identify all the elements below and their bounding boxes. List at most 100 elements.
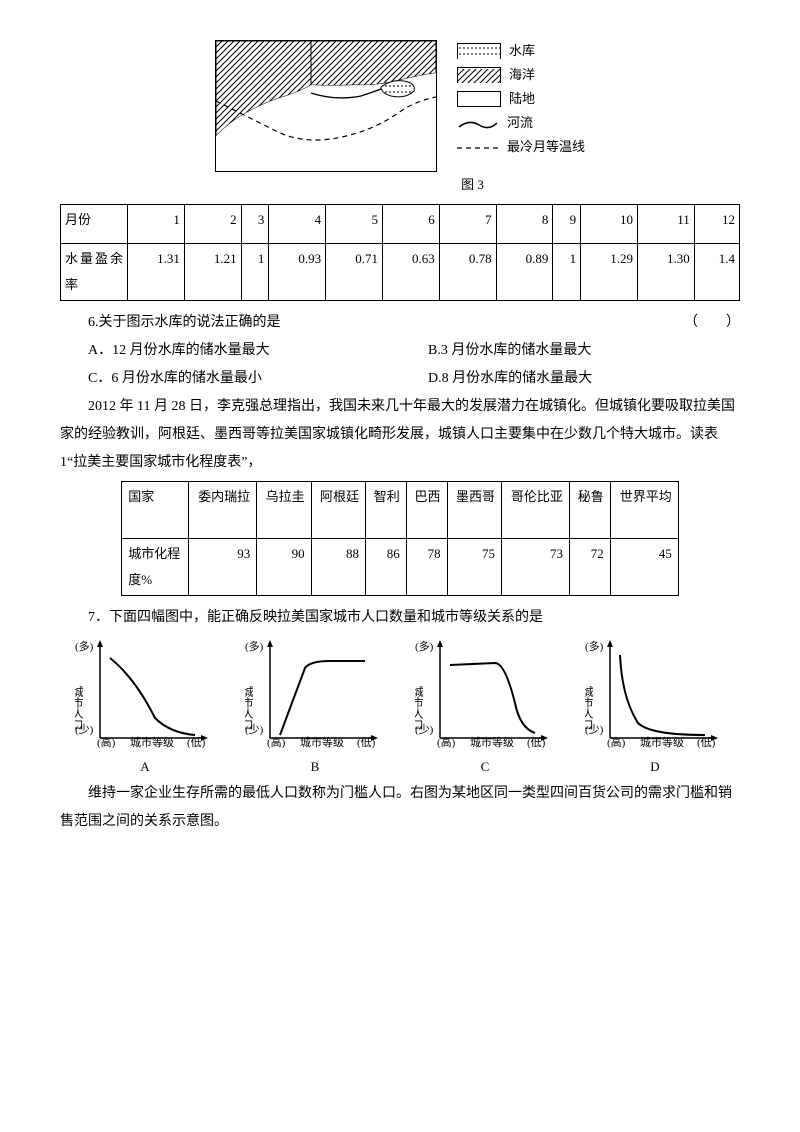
cell: 0.78 (439, 244, 496, 301)
chart-letter: A (75, 754, 215, 780)
map-section: 水库 海洋 陆地 河流 最冷月等温线 (60, 40, 740, 172)
cell: 1.31 (128, 244, 185, 301)
chart-svg: (多) 城市人口 (少) (高) 城市等级 (低) (585, 638, 725, 748)
cell: 0.71 (326, 244, 383, 301)
cell: 0.89 (496, 244, 553, 301)
map-svg (216, 41, 436, 171)
table-row-months: 月份 1 2 3 4 5 6 7 8 9 10 11 12 (61, 205, 740, 244)
curve (280, 661, 365, 735)
curve (450, 663, 535, 733)
cell: 秘鲁 (569, 482, 610, 539)
svg-text:(低): (低) (697, 736, 716, 748)
q6-optD: D.8 月份水库的储水量最大 (400, 365, 592, 393)
cell: 委内瑞拉 (189, 482, 257, 539)
q6-options: A．12 月份水库的储水量最大 B.3 月份水库的储水量最大 C．6 月份水库的… (60, 337, 740, 393)
reservoir-icon (457, 43, 501, 59)
cell: 0.63 (382, 244, 439, 301)
q6-optA: A．12 月份水库的储水量最大 (60, 337, 400, 365)
cell: 12 (694, 205, 739, 244)
cell: 智利 (365, 482, 406, 539)
row-header: 城市化程度% (122, 539, 189, 596)
chart-svg: (多) 城市人口 (少) (高) 城市等级 (低) (245, 638, 385, 748)
cell: 45 (610, 539, 678, 596)
row-header: 国家 (122, 482, 189, 539)
cell: 10 (581, 205, 638, 244)
y-lo: (少) (75, 723, 94, 736)
cell: 5 (326, 205, 383, 244)
cell: 1.29 (581, 244, 638, 301)
table-row-percent: 城市化程度% 93 90 88 86 78 75 73 72 45 (122, 539, 679, 596)
urbanization-table: 国家 委内瑞拉 乌拉圭 阿根廷 智利 巴西 墨西哥 哥伦比亚 秘鲁 世界平均 城… (121, 481, 679, 596)
row-header: 水量盈余率 (61, 244, 128, 301)
threshold-para: 维持一家企业生存所需的最低人口数称为门槛人口。右图为某地区同一类型四间百货公司的… (60, 780, 740, 836)
x-label: 城市等级 (130, 735, 174, 748)
cell: 1 (553, 244, 581, 301)
passage-text: 2012 年 11 月 28 日，李克强总理指出，我国未来几十年最大的发展潜力在… (60, 393, 740, 477)
svg-text:(少): (少) (245, 723, 264, 736)
cell: 1.4 (694, 244, 739, 301)
cell: 90 (257, 539, 311, 596)
q7-charts: (多) 城市人口 (少) (高) 城市等级 (低) A (多) 城市人口 (少) (60, 638, 740, 780)
chart-letter: D (585, 754, 725, 780)
cell: 6 (382, 205, 439, 244)
cell: 88 (311, 539, 365, 596)
river-icon (457, 116, 499, 130)
chart-B: (多) 城市人口 (少) (高) 城市等级 (低) B (245, 638, 385, 780)
cell: 78 (406, 539, 447, 596)
legend-label: 水库 (509, 40, 535, 62)
row-header: 月份 (61, 205, 128, 244)
cell: 73 (501, 539, 569, 596)
cell: 3 (241, 205, 269, 244)
chart-letter: C (415, 754, 555, 780)
q6-paren: （ ） (656, 309, 740, 337)
svg-text:城市等级: 城市等级 (300, 735, 344, 748)
q6-optB: B.3 月份水库的储水量最大 (400, 337, 591, 365)
cell: 0.93 (269, 244, 326, 301)
map-caption: 图 3 (205, 172, 740, 198)
q6-stem: 6.关于图示水库的说法正确的是 （ ） (60, 309, 740, 337)
curve (620, 655, 705, 735)
cell: 乌拉圭 (257, 482, 311, 539)
svg-text:(多): (多) (245, 639, 264, 653)
svg-text:(高): (高) (607, 735, 626, 748)
chart-A: (多) 城市人口 (少) (高) 城市等级 (低) A (75, 638, 215, 780)
cell: 巴西 (406, 482, 447, 539)
svg-text:(少): (少) (415, 723, 434, 736)
svg-text:(高): (高) (437, 735, 456, 748)
cell: 86 (365, 539, 406, 596)
cell: 7 (439, 205, 496, 244)
cell: 阿根廷 (311, 482, 365, 539)
legend-ocean: 海洋 (457, 64, 585, 86)
cell: 11 (637, 205, 694, 244)
water-surplus-table: 月份 1 2 3 4 5 6 7 8 9 10 11 12 水量盈余率 1.31… (60, 204, 740, 301)
cell: 哥伦比亚 (501, 482, 569, 539)
cell: 1 (128, 205, 185, 244)
cell: 2 (184, 205, 241, 244)
cell: 1.21 (184, 244, 241, 301)
land-icon (457, 91, 501, 107)
x-lo: (低) (187, 736, 206, 748)
q7-stem: 7．下面四幅图中，能正确反映拉美国家城市人口数量和城市等级关系的是 (60, 604, 740, 632)
table-row-countries: 国家 委内瑞拉 乌拉圭 阿根廷 智利 巴西 墨西哥 哥伦比亚 秘鲁 世界平均 (122, 482, 679, 539)
svg-text:(高): (高) (267, 735, 286, 748)
cell: 9 (553, 205, 581, 244)
svg-text:(多): (多) (585, 639, 604, 653)
cell: 4 (269, 205, 326, 244)
svg-text:(多): (多) (415, 639, 434, 653)
isotherm-icon (457, 140, 499, 154)
legend-label: 陆地 (509, 88, 535, 110)
legend-river: 河流 (457, 112, 585, 134)
cell: 1 (241, 244, 269, 301)
legend-reservoir: 水库 (457, 40, 585, 62)
x-hi: (高) (97, 735, 116, 748)
chart-D: (多) 城市人口 (少) (高) 城市等级 (低) D (585, 638, 725, 780)
ocean-icon (457, 67, 501, 83)
svg-text:(低): (低) (527, 736, 546, 748)
cell: 93 (189, 539, 257, 596)
cell: 1.30 (637, 244, 694, 301)
svg-text:城市等级: 城市等级 (470, 735, 514, 748)
map-figure (215, 40, 437, 172)
chart-letter: B (245, 754, 385, 780)
cell: 世界平均 (610, 482, 678, 539)
chart-C: (多) 城市人口 (少) (高) 城市等级 (低) C (415, 638, 555, 780)
